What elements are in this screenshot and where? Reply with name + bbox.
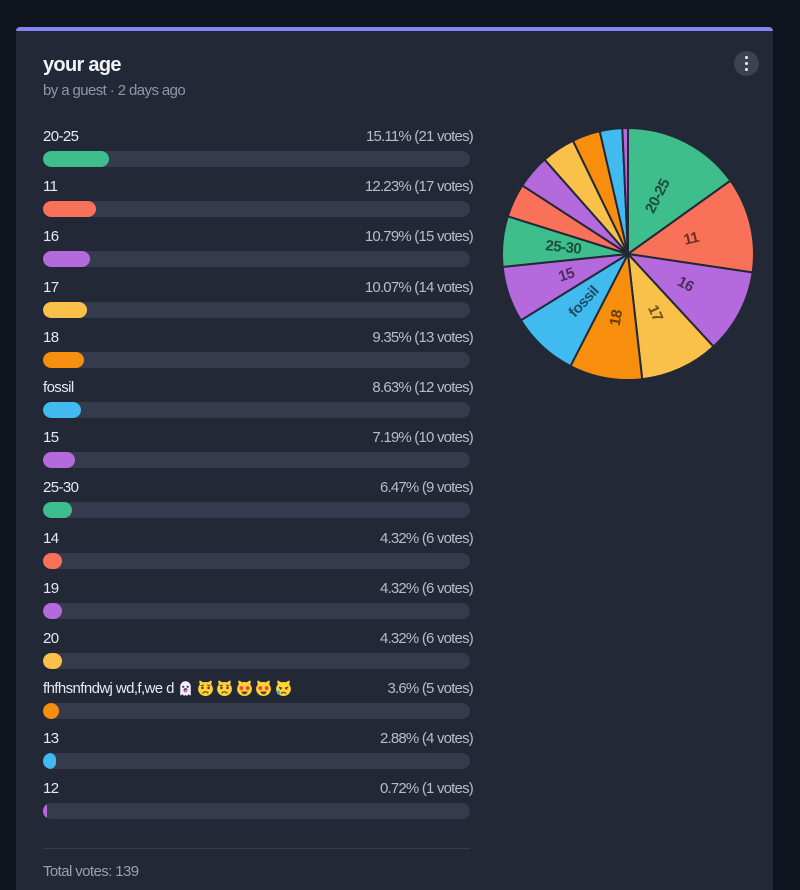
svg-text:16: 16 xyxy=(675,273,697,295)
svg-text:18: 18 xyxy=(607,309,627,328)
svg-text:15: 15 xyxy=(556,264,576,285)
svg-text:25-30: 25-30 xyxy=(545,237,583,258)
svg-text:17: 17 xyxy=(644,302,666,323)
svg-text:11: 11 xyxy=(682,229,701,249)
